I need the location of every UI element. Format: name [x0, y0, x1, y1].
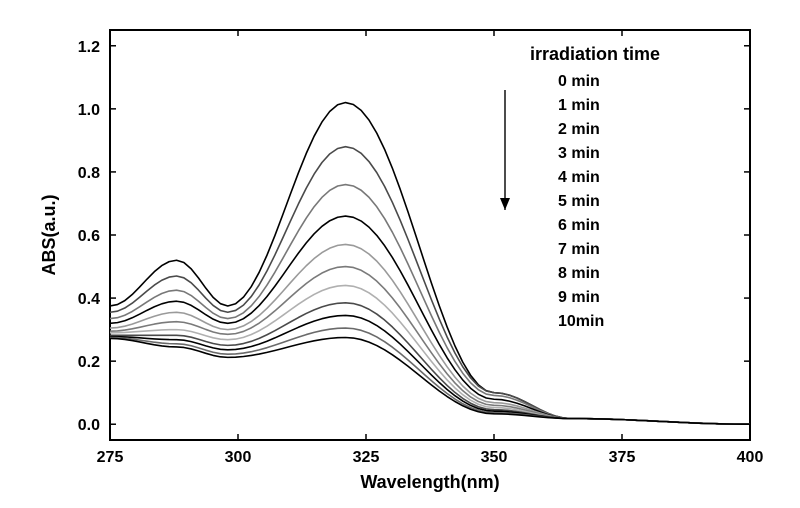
legend-item: 0 min [558, 73, 600, 90]
legend-item: 3 min [558, 145, 600, 162]
y-tick-label: 0.0 [78, 417, 100, 434]
y-tick-label: 0.8 [78, 165, 100, 182]
x-tick-label: 325 [353, 449, 380, 466]
legend-title: irradiation time [530, 44, 660, 64]
legend-item: 5 min [558, 193, 600, 210]
y-tick-label: 0.2 [78, 354, 100, 371]
legend-item: 7 min [558, 241, 600, 258]
y-axis-label: ABS(a.u.) [39, 194, 59, 275]
chart-container: 275 300 325 350 375 400 0.0 0.2 0.4 0.6 0.8 1.0 1.2 W… [0, 0, 800, 508]
y-tick-label: 0.6 [78, 228, 100, 245]
legend-item: 1 min [558, 97, 600, 114]
x-tick-label: 275 [97, 449, 124, 466]
x-tick-label: 400 [737, 449, 764, 466]
y-tick-label: 1.2 [78, 39, 100, 56]
legend-item: 2 min [558, 121, 600, 138]
x-tick-label: 350 [481, 449, 508, 466]
legend-item: 6 min [558, 217, 600, 234]
x-tick-label: 300 [225, 449, 252, 466]
abs-spectrum-chart: 275 300 325 350 375 400 0.0 0.2 0.4 0.6 0.8 1.0 1.2 W… [0, 0, 800, 508]
legend-item: 10min [558, 313, 604, 330]
legend-item: 8 min [558, 265, 600, 282]
legend-item: 9 min [558, 289, 600, 306]
y-tick-label: 1.0 [78, 102, 100, 119]
legend-item: 4 min [558, 169, 600, 186]
x-tick-label: 375 [609, 449, 636, 466]
x-axis-label: Wavelength(nm) [360, 472, 499, 492]
y-tick-label: 0.4 [78, 291, 100, 308]
